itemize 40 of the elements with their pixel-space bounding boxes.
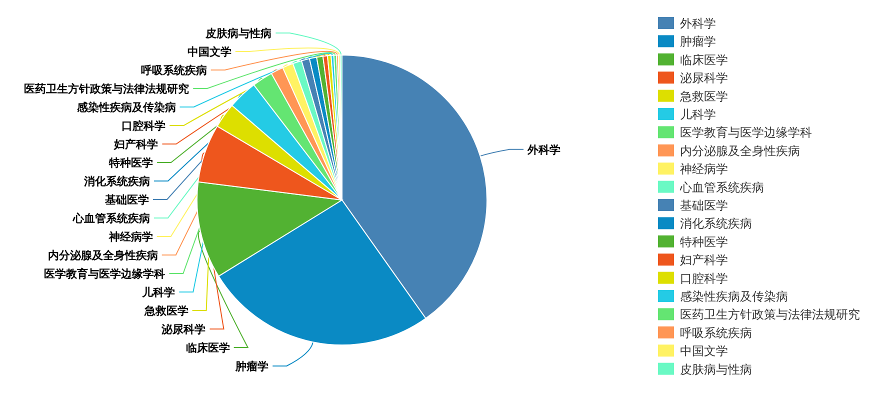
legend-label: 口腔科学 bbox=[680, 271, 728, 286]
legend-label: 泌尿科学 bbox=[680, 71, 728, 86]
slice-label: 呼吸系统疾病 bbox=[140, 64, 207, 78]
legend-label: 心血管系统疾病 bbox=[679, 180, 764, 194]
legend-label: 感染性疾病及传染病 bbox=[680, 290, 788, 304]
legend-label: 肿瘤学 bbox=[680, 34, 716, 49]
legend-label: 医药卫生方针政策与法律法规研究 bbox=[680, 308, 860, 322]
slice-label: 妇产科学 bbox=[113, 138, 158, 152]
slice-label: 外科学 bbox=[526, 143, 561, 156]
slice-label: 医药卫生方针政策与法律法规研究 bbox=[24, 82, 190, 96]
legend-label: 皮肤病与性病 bbox=[680, 362, 752, 376]
slice-label: 皮肤病与性病 bbox=[204, 27, 272, 40]
legend-label: 儿科学 bbox=[680, 108, 716, 122]
slice-label: 临床医学 bbox=[186, 342, 230, 355]
slice-label: 消化系统疾病 bbox=[83, 175, 150, 188]
slice-label: 泌尿科学 bbox=[160, 323, 206, 336]
legend-label: 特种医学 bbox=[680, 234, 728, 249]
slice-label: 感染性疾病及传染病 bbox=[76, 101, 176, 114]
legend-label: 呼吸系统疾病 bbox=[680, 326, 752, 340]
slice-label: 特种医学 bbox=[108, 156, 154, 170]
legend-label: 消化系统疾病 bbox=[680, 216, 752, 231]
slice-label: 神经病学 bbox=[108, 230, 153, 244]
legend-label: 神经病学 bbox=[680, 162, 728, 176]
slice-label: 内分泌腺及全身性疾病 bbox=[48, 249, 158, 262]
slice-label: 肿瘤学 bbox=[234, 360, 269, 374]
slice-label: 急救医学 bbox=[143, 304, 188, 318]
slice-label: 口腔科学 bbox=[122, 120, 166, 133]
slice-label: 中国文学 bbox=[187, 46, 232, 59]
legend-label: 外科学 bbox=[680, 16, 716, 30]
slice-label: 医学教育与医学边缘学科 bbox=[44, 268, 166, 281]
legend-label: 基础医学 bbox=[680, 198, 728, 212]
legend-label: 妇产科学 bbox=[680, 253, 728, 268]
slice-label: 心血管系统疾病 bbox=[72, 212, 150, 226]
slice-label: 儿科学 bbox=[141, 286, 176, 300]
legend-label: 中国文学 bbox=[680, 344, 728, 358]
legend-label: 急救医学 bbox=[679, 89, 728, 104]
legend-label: 临床医学 bbox=[680, 52, 728, 67]
legend-label: 内分泌腺及全身性疾病 bbox=[680, 144, 800, 158]
legend-label: 医学教育与医学边缘学科 bbox=[680, 126, 812, 140]
slice-label: 基础医学 bbox=[104, 194, 149, 207]
